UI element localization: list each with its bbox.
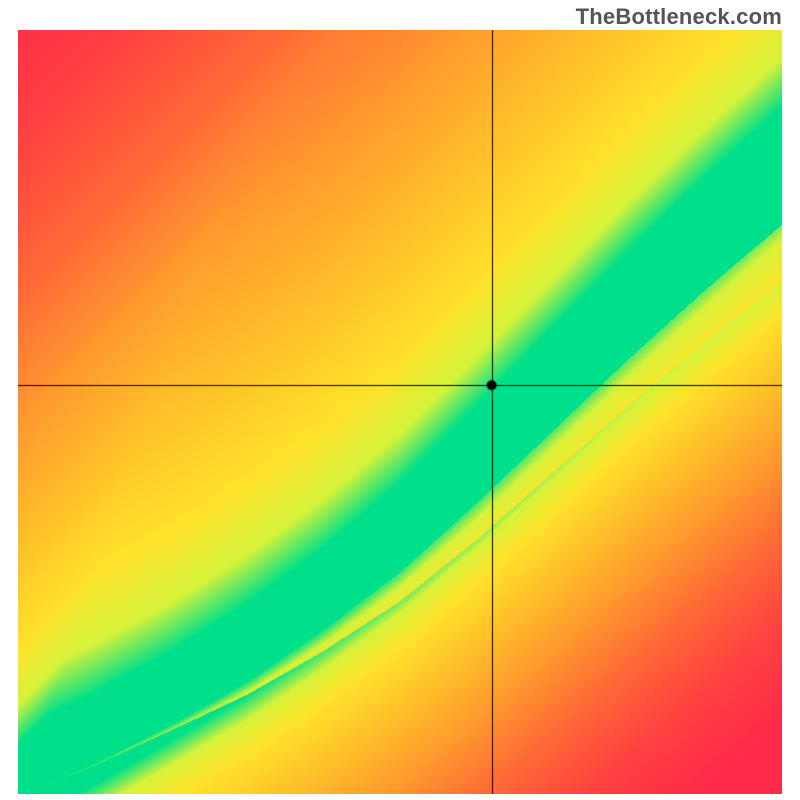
figure-container: TheBottleneck.com [0, 0, 800, 800]
watermark-text: TheBottleneck.com [576, 4, 782, 30]
bottleneck-heatmap [18, 30, 782, 794]
